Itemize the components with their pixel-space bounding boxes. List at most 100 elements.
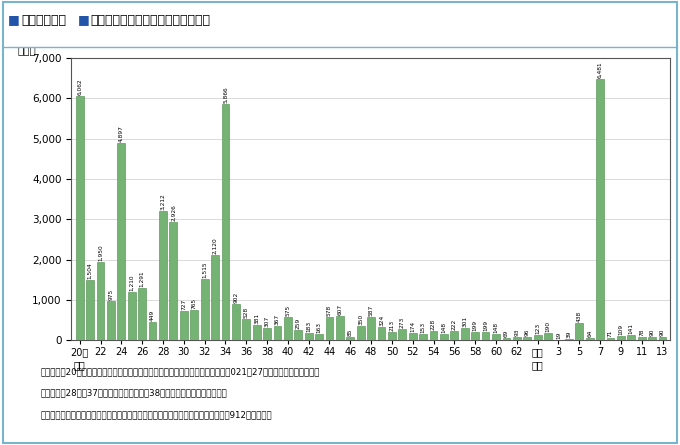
Text: 資料：昭和20年は主な災害による死者・行方不明者数（理科年表による）。昭和021～27年は日本気象災害年報，: 資料：昭和20年は主な災害による死者・行方不明者数（理科年表による）。昭和021… xyxy=(41,367,320,376)
Text: 190: 190 xyxy=(545,320,551,332)
Text: 85: 85 xyxy=(347,328,353,336)
Text: 222: 222 xyxy=(452,319,457,331)
Text: 6,062: 6,062 xyxy=(78,78,82,95)
Bar xyxy=(534,336,541,340)
Text: 1,291: 1,291 xyxy=(139,271,145,287)
Bar xyxy=(107,301,115,340)
Text: 141: 141 xyxy=(629,323,634,334)
Bar xyxy=(398,329,406,340)
Text: 1,515: 1,515 xyxy=(202,262,207,278)
Text: 昭和: 昭和 xyxy=(74,360,86,370)
Text: 109: 109 xyxy=(618,324,624,335)
Bar xyxy=(128,291,136,340)
Text: 3,212: 3,212 xyxy=(160,193,165,210)
Bar xyxy=(169,222,177,340)
Text: 4,897: 4,897 xyxy=(119,125,124,142)
Text: ■: ■ xyxy=(8,13,20,27)
Text: 367: 367 xyxy=(275,313,280,324)
Bar xyxy=(232,304,240,340)
Text: 2,120: 2,120 xyxy=(213,237,218,254)
Text: 90: 90 xyxy=(660,328,665,336)
Text: 1,950: 1,950 xyxy=(98,244,103,261)
Bar xyxy=(524,336,531,340)
Text: 5,866: 5,866 xyxy=(223,86,228,103)
Bar xyxy=(263,328,271,340)
Text: 528: 528 xyxy=(243,307,249,318)
Bar xyxy=(607,338,615,340)
Bar xyxy=(617,336,625,340)
Bar xyxy=(138,288,146,340)
Text: 148: 148 xyxy=(494,322,498,333)
Text: 213: 213 xyxy=(390,320,394,331)
Text: 自然災害による死者・行方不明者: 自然災害による死者・行方不明者 xyxy=(90,13,210,27)
Text: 39: 39 xyxy=(566,330,571,338)
Bar xyxy=(86,280,94,340)
Text: 注）平成７年の死者のうち，阪神・淡路大地震の死者については，いわゆる関連死912名を含む。: 注）平成７年の死者のうち，阪神・淡路大地震の死者については，いわゆる関連死912… xyxy=(41,410,273,419)
Text: 587: 587 xyxy=(369,304,373,316)
Text: 259: 259 xyxy=(296,318,301,329)
Text: 765: 765 xyxy=(192,297,197,308)
Text: 975: 975 xyxy=(108,289,114,300)
Text: 578: 578 xyxy=(327,305,332,316)
Text: 438: 438 xyxy=(577,311,582,322)
Bar xyxy=(294,330,302,340)
Text: （人）: （人） xyxy=(18,45,36,55)
Text: 6,481: 6,481 xyxy=(598,61,602,78)
Text: 902: 902 xyxy=(233,292,238,303)
Bar xyxy=(481,332,490,340)
Text: 727: 727 xyxy=(182,299,186,310)
Bar xyxy=(565,339,573,340)
Text: 96: 96 xyxy=(525,328,530,336)
Text: 183: 183 xyxy=(306,321,311,332)
Text: 123: 123 xyxy=(535,324,540,335)
Bar xyxy=(242,319,250,340)
Bar xyxy=(149,322,156,340)
Text: 153: 153 xyxy=(421,322,426,333)
Bar xyxy=(211,255,219,340)
Text: 273: 273 xyxy=(400,317,405,328)
Bar xyxy=(544,333,552,340)
Text: 350: 350 xyxy=(358,314,363,325)
Bar xyxy=(305,333,313,340)
Text: 381: 381 xyxy=(254,313,259,324)
Text: 228: 228 xyxy=(431,319,436,330)
Bar xyxy=(585,338,594,340)
Text: 575: 575 xyxy=(286,305,290,316)
Bar xyxy=(222,104,229,340)
Text: 199: 199 xyxy=(473,320,477,332)
Bar xyxy=(377,328,386,340)
Text: ■: ■ xyxy=(78,13,90,27)
Bar xyxy=(273,326,282,340)
Text: 平成: 平成 xyxy=(532,360,543,370)
Text: 69: 69 xyxy=(504,329,509,336)
Bar xyxy=(409,333,417,340)
Text: 1,210: 1,210 xyxy=(129,274,134,291)
Text: 図１－２－１: 図１－２－１ xyxy=(22,13,67,27)
Bar xyxy=(492,335,500,340)
Text: 2,926: 2,926 xyxy=(171,205,176,221)
Bar xyxy=(159,211,167,340)
Text: 19: 19 xyxy=(556,331,561,339)
Bar xyxy=(253,325,260,340)
Text: 199: 199 xyxy=(483,320,488,332)
Bar xyxy=(326,317,333,340)
Text: 324: 324 xyxy=(379,315,384,326)
Text: 64: 64 xyxy=(587,329,592,337)
Bar xyxy=(628,335,635,340)
Text: 301: 301 xyxy=(462,316,467,327)
Bar xyxy=(659,337,666,340)
Bar xyxy=(97,262,105,340)
Text: 163: 163 xyxy=(317,322,322,333)
Text: 1,504: 1,504 xyxy=(88,262,92,279)
Bar xyxy=(440,335,448,340)
Text: 90: 90 xyxy=(649,328,655,336)
Bar xyxy=(648,337,656,340)
Bar xyxy=(357,326,364,340)
Text: 71: 71 xyxy=(608,329,613,336)
Text: 174: 174 xyxy=(410,321,415,332)
Bar xyxy=(503,338,510,340)
Bar xyxy=(346,337,354,340)
Bar xyxy=(367,317,375,340)
Bar xyxy=(388,332,396,340)
Bar xyxy=(201,279,209,340)
